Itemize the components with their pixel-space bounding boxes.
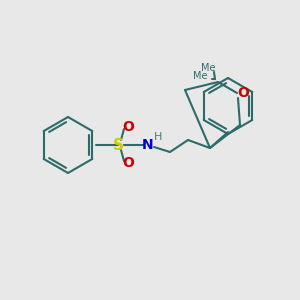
Text: S: S — [112, 137, 124, 152]
Text: H: H — [154, 132, 162, 142]
Text: O: O — [122, 156, 134, 170]
Text: Me: Me — [193, 71, 207, 81]
Text: Me: Me — [201, 63, 215, 73]
Text: N: N — [142, 138, 154, 152]
Text: O: O — [122, 120, 134, 134]
Text: O: O — [237, 86, 249, 100]
